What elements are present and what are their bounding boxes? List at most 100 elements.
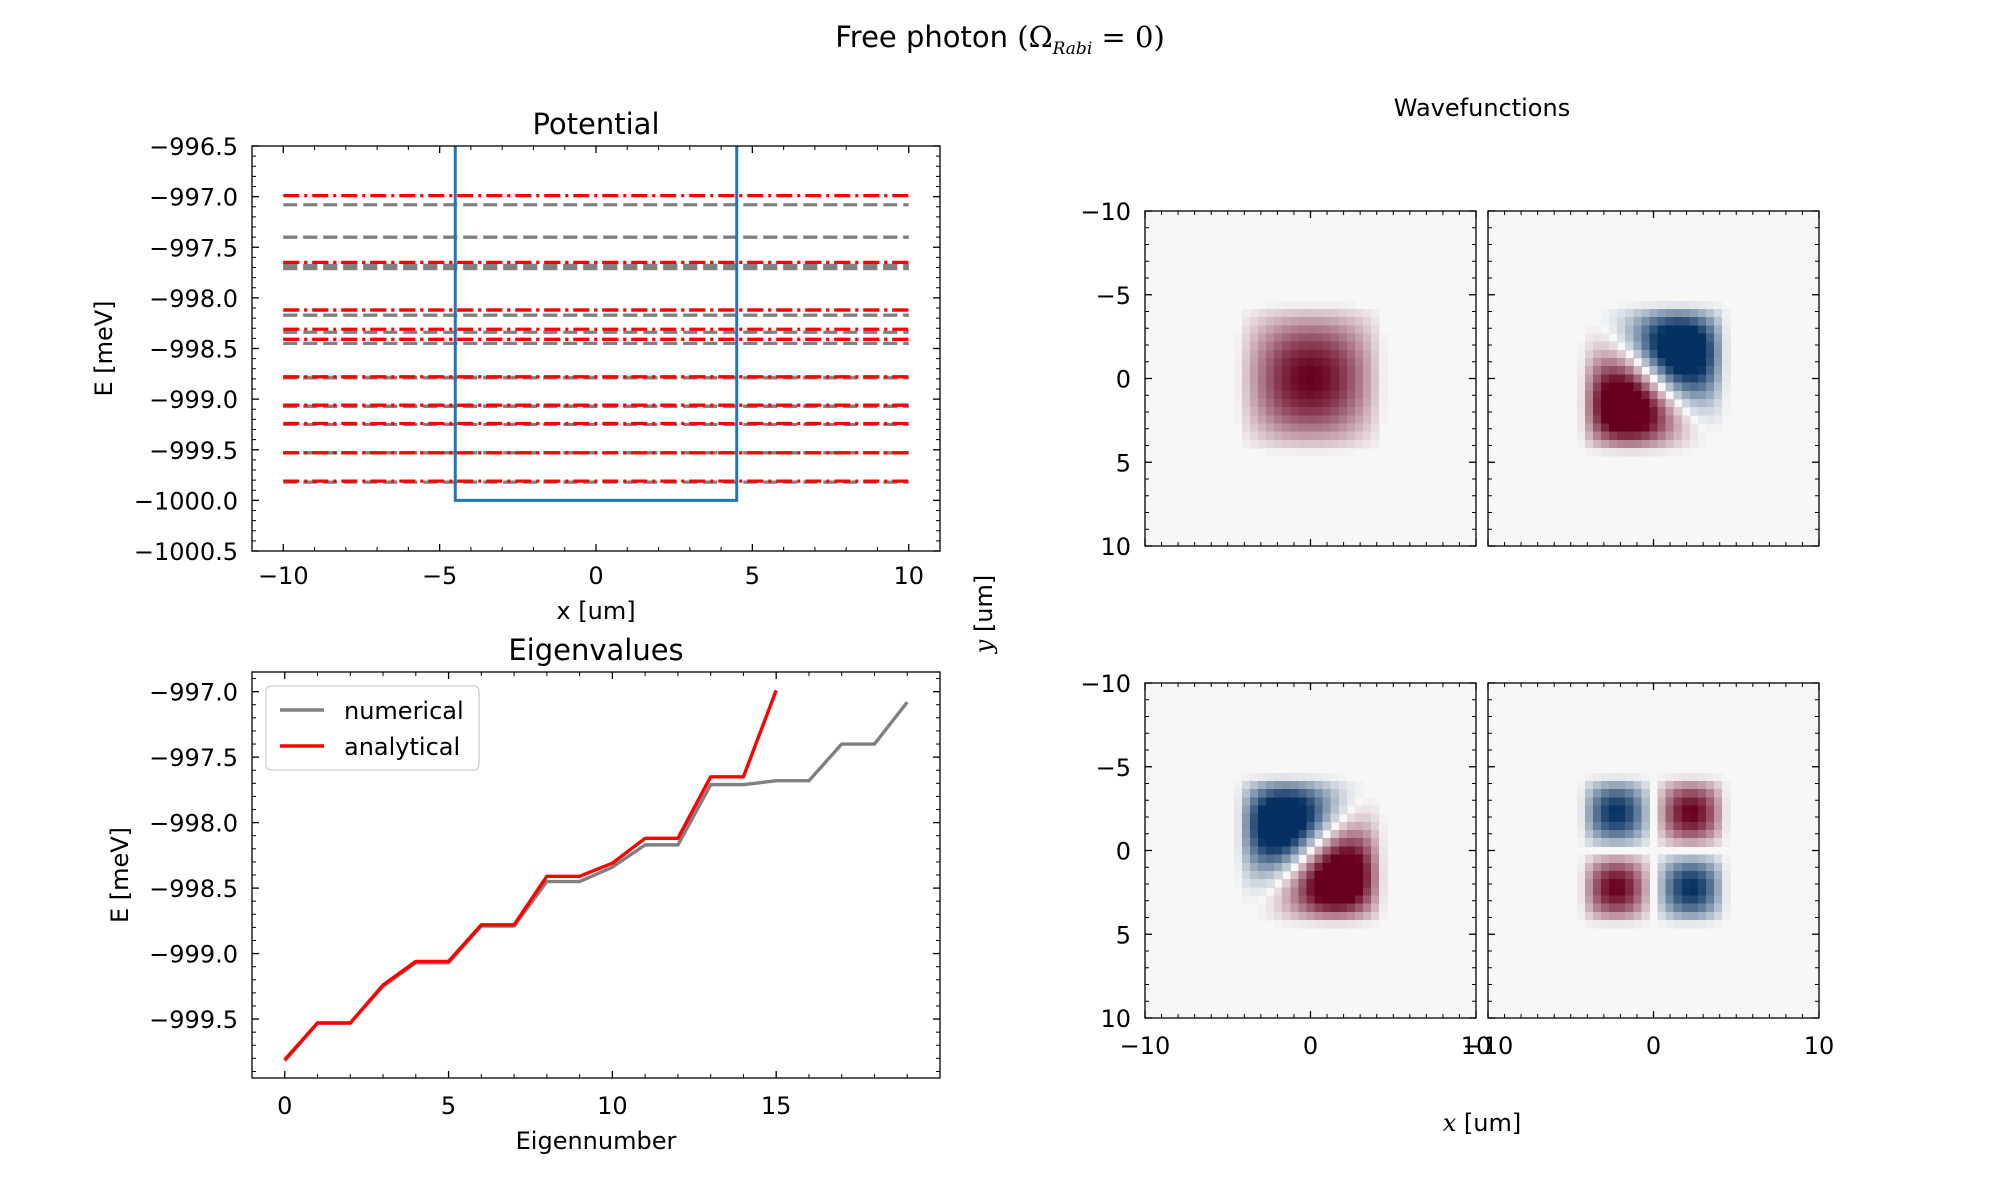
heatmap-cell bbox=[1362, 390, 1372, 400]
heatmap-cell bbox=[1266, 911, 1275, 921]
heatmap-cell bbox=[1362, 805, 1372, 815]
heatmap-cell bbox=[1584, 341, 1594, 351]
heatmap-cell bbox=[1592, 390, 1602, 400]
heatmap-cell bbox=[1592, 781, 1602, 790]
wavefunctions-title: Wavefunctions bbox=[1394, 94, 1570, 122]
heatmap-cell bbox=[1689, 333, 1699, 343]
heatmap-cell bbox=[1266, 382, 1275, 392]
heatmap-cell bbox=[1314, 821, 1324, 831]
heatmap-cell bbox=[1705, 919, 1715, 929]
heatmap-cell bbox=[1689, 813, 1699, 823]
heatmap-cell bbox=[1705, 325, 1715, 335]
heatmap-cell bbox=[1306, 870, 1316, 880]
heatmap-cell bbox=[1346, 895, 1356, 905]
heatmap-cell bbox=[1241, 366, 1251, 376]
heatmap-cell bbox=[1705, 887, 1715, 897]
heatmap-cell bbox=[1705, 789, 1715, 798]
heatmap-cell bbox=[1282, 431, 1291, 441]
heatmap-cell bbox=[1673, 325, 1683, 335]
heatmap-cell bbox=[1306, 830, 1316, 839]
heatmap-cell bbox=[1576, 341, 1586, 351]
heatmap-cell bbox=[1330, 374, 1340, 384]
heatmap-cell bbox=[1633, 333, 1642, 343]
heatmap-cell bbox=[1673, 879, 1683, 888]
heatmap-cell bbox=[1322, 870, 1332, 880]
heatmap-cell bbox=[1346, 821, 1356, 831]
heatmap-cell bbox=[1601, 439, 1610, 449]
heatmap-cell bbox=[1657, 805, 1667, 815]
heatmap-cell bbox=[1379, 366, 1388, 376]
heatmap-cell bbox=[1330, 333, 1340, 343]
heatmap-cell bbox=[1722, 887, 1731, 897]
potential-x-tick-label: 10 bbox=[893, 562, 924, 590]
heatmap-cell bbox=[1625, 407, 1634, 416]
heatmap-cell bbox=[1665, 447, 1675, 457]
wavefunction-panel-3 bbox=[1145, 683, 1476, 1018]
heatmap-cell bbox=[1592, 772, 1602, 782]
heatmap-cell bbox=[1697, 349, 1707, 359]
heatmap-cell bbox=[1241, 838, 1251, 848]
heatmap-cell bbox=[1322, 919, 1332, 929]
heatmap-cell bbox=[1657, 431, 1667, 441]
heatmap-cell bbox=[1584, 789, 1594, 798]
heatmap-cell bbox=[1601, 862, 1610, 872]
heatmap-cell bbox=[1266, 349, 1275, 359]
heatmap-cell bbox=[1592, 358, 1602, 367]
heatmap-cell bbox=[1665, 358, 1675, 367]
heatmap-cell bbox=[1282, 300, 1291, 310]
heatmap-cell bbox=[1681, 374, 1691, 384]
heatmap-cell bbox=[1649, 407, 1659, 416]
heatmap-cell bbox=[1576, 813, 1586, 823]
heatmap-cell bbox=[1282, 439, 1291, 449]
heatmap-cell bbox=[1576, 398, 1586, 408]
heatmap-cell bbox=[1282, 772, 1291, 782]
heatmap-cell bbox=[1298, 325, 1308, 335]
heatmap-cell bbox=[1371, 879, 1380, 888]
heatmap-cell bbox=[1371, 821, 1380, 831]
heatmap-cell bbox=[1609, 830, 1618, 839]
heatmap-cell bbox=[1290, 821, 1299, 831]
heatmap-cell bbox=[1641, 325, 1651, 335]
heatmap-cell bbox=[1322, 813, 1332, 823]
heatmap-cell bbox=[1290, 333, 1299, 343]
heatmap-cell bbox=[1714, 870, 1723, 880]
heatmap-cell bbox=[1584, 447, 1594, 457]
heatmap-cell bbox=[1633, 879, 1642, 888]
heatmap-cell bbox=[1266, 374, 1275, 384]
heatmap-cell bbox=[1584, 398, 1594, 408]
heatmap-cell bbox=[1689, 382, 1699, 392]
heatmap-cell bbox=[1592, 870, 1602, 880]
heatmap-cell bbox=[1306, 325, 1316, 335]
heatmap-cell bbox=[1697, 358, 1707, 367]
heatmap-cell bbox=[1609, 813, 1618, 823]
heatmap-cell bbox=[1576, 838, 1586, 848]
heatmap-cell bbox=[1306, 333, 1316, 343]
heatmap-cell bbox=[1633, 374, 1642, 384]
heatmap-cell bbox=[1290, 813, 1299, 823]
heatmap-cell bbox=[1601, 349, 1610, 359]
heatmap-cell bbox=[1722, 781, 1731, 790]
eigenvalues-x-tick-label: 5 bbox=[441, 1092, 456, 1120]
heatmap-cell bbox=[1689, 309, 1699, 318]
heatmap-cell bbox=[1371, 854, 1380, 864]
heatmap-cell bbox=[1338, 431, 1348, 441]
heatmap-cell bbox=[1354, 407, 1364, 416]
heatmap-cell bbox=[1346, 358, 1356, 367]
heatmap-cell bbox=[1714, 358, 1723, 367]
heatmap-cell bbox=[1657, 911, 1667, 921]
heatmap-cell bbox=[1689, 349, 1699, 359]
heatmap-cell bbox=[1722, 325, 1731, 335]
heatmap-cell bbox=[1697, 431, 1707, 441]
heatmap-cell bbox=[1641, 415, 1651, 425]
heatmap-cell bbox=[1697, 911, 1707, 921]
heatmap-cell bbox=[1657, 439, 1667, 449]
heatmap-cell bbox=[1266, 366, 1275, 376]
heatmap-cell bbox=[1681, 439, 1691, 449]
heatmap-cell bbox=[1346, 317, 1356, 326]
heatmap-cell bbox=[1266, 398, 1275, 408]
potential-y-tick-label: −1000.5 bbox=[134, 538, 238, 566]
heatmap-cell bbox=[1609, 911, 1618, 921]
heatmap-cell bbox=[1714, 805, 1723, 815]
heatmap-cell bbox=[1601, 887, 1610, 897]
heatmap-cell bbox=[1633, 813, 1642, 823]
